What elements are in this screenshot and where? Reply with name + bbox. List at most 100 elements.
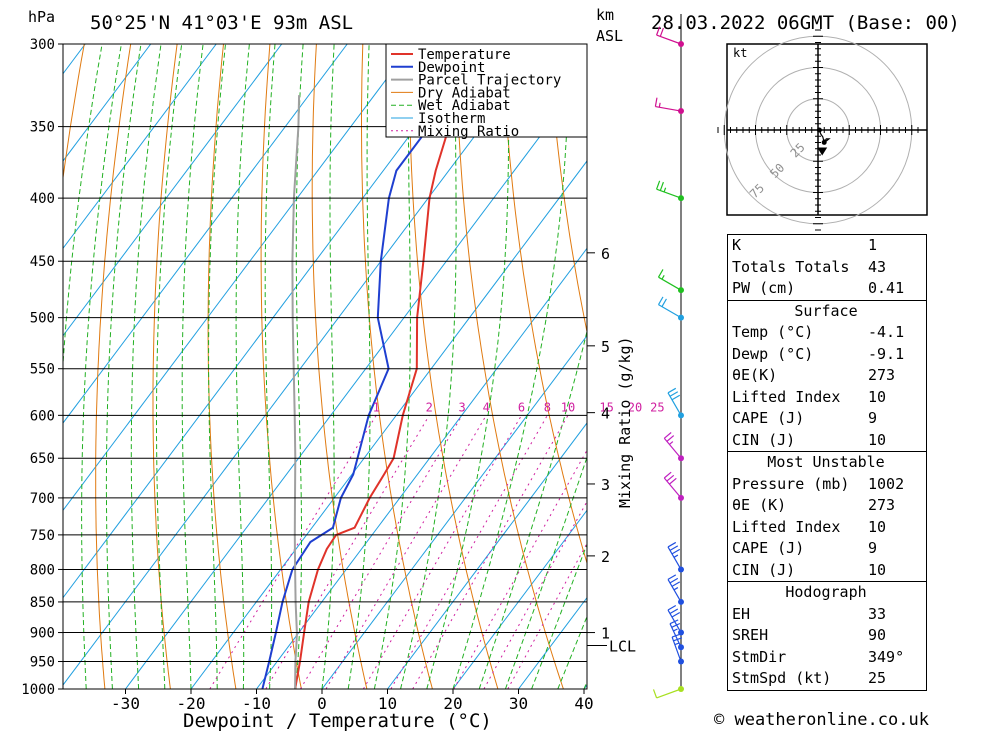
isotherm-line — [256, 247, 587, 689]
dry-adiabat-line — [548, 44, 587, 335]
wind-level-dot — [678, 195, 684, 202]
stat-label: Temp (°C) — [732, 323, 814, 341]
isotherm-line — [63, 44, 152, 162]
stat-row: θE(K) 273 — [728, 365, 926, 387]
stat-row: CIN (J) 10 — [728, 430, 926, 452]
legend-label: Wet Adiabat — [418, 98, 511, 114]
mixing-ratio-line — [390, 415, 548, 689]
stat-label: EH — [732, 604, 751, 623]
mixing-ratio-label: 25 — [650, 400, 664, 414]
isotherm-line — [0, 44, 20, 689]
isotherm-line — [63, 44, 545, 686]
dewpoint-line — [261, 44, 480, 689]
stat-value: 273 — [868, 366, 896, 384]
stat-row: StmDir 349° — [728, 647, 926, 669]
stat-value: 10 — [868, 517, 887, 536]
stat-label: θE(K) — [732, 366, 778, 384]
wind-level-dot — [678, 412, 684, 419]
mixing-ratio-label: 3 — [458, 400, 465, 414]
hodograph-end-dot — [821, 139, 827, 145]
wind-barb — [667, 574, 682, 603]
isotherm-line — [387, 422, 587, 689]
legend-label: Parcel Trajectory — [418, 73, 561, 89]
pressure-tick-label: 950 — [30, 655, 55, 671]
pressure-tick-label: 400 — [30, 191, 55, 207]
stat-value: 1002 — [868, 474, 905, 493]
wet-adiabat-line — [373, 44, 411, 689]
stat-label: StmSpd (kt) — [732, 669, 832, 687]
isotherm-line — [63, 44, 479, 599]
wet-adiabat-line — [235, 44, 250, 689]
wind-level-dot — [678, 314, 684, 321]
mixing-ratio-label: 8 — [544, 400, 551, 414]
stat-row: PW (cm) 0.41 — [728, 278, 926, 300]
mixing-ratio-label: 4 — [483, 400, 490, 414]
wet-adiabat-line — [156, 44, 183, 689]
stat-row: CAPE (J) 9 — [728, 408, 926, 430]
pressure-tick-label: 550 — [30, 362, 55, 378]
km-tick-label: 2 — [601, 548, 610, 566]
pressure-tick-label: 650 — [30, 451, 55, 467]
mixing-ratio-line — [362, 415, 522, 689]
stat-row: Pressure (mb) 1002 — [728, 474, 926, 496]
wet-adiabat-line — [504, 455, 587, 689]
mixing-ratio-label: 6 — [518, 400, 525, 414]
isotherm-line — [125, 72, 587, 689]
wind-level-dot — [678, 455, 684, 462]
stat-label: StmDir — [732, 647, 787, 666]
stat-row: Temp (°C) -4.1 — [728, 322, 926, 344]
copyright: © weatheronline.co.uk — [714, 710, 929, 730]
wind-level-dot — [678, 41, 684, 47]
wind-barb — [656, 26, 682, 45]
wet-adiabat-line — [347, 44, 371, 689]
parcel-trajectory-line — [291, 95, 301, 689]
wet-adiabat-line — [105, 44, 142, 689]
stat-row: Lifted Index 10 — [728, 517, 926, 539]
stat-value: 9 — [868, 539, 878, 557]
km-tick-label: 5 — [601, 338, 610, 356]
isotherm-line — [452, 509, 587, 689]
x-tick-label: 30 — [509, 694, 528, 713]
stat-value: 33 — [868, 604, 887, 623]
dry-adiabat-line — [207, 44, 237, 689]
pressure-tick-label: 350 — [30, 120, 55, 136]
wind-barb — [657, 269, 682, 291]
isotherm-line — [63, 44, 217, 250]
stat-label: CIN (J) — [732, 430, 796, 449]
wet-adiabat-line — [181, 44, 204, 689]
pressure-tick-label: 600 — [30, 408, 55, 424]
temperature-line — [294, 44, 480, 689]
mixing-ratio-line — [412, 415, 569, 689]
mixing-ratio-line — [265, 415, 430, 689]
stat-value: 0.41 — [868, 279, 905, 297]
stat-label: Lifted Index — [732, 387, 841, 406]
mixing-ratio-label: 10 — [561, 400, 575, 414]
stat-row: Lifted Index 10 — [728, 387, 926, 409]
wind-level-dot — [678, 566, 684, 573]
x-tick-label: 20 — [443, 694, 462, 713]
wind-level-dot — [678, 108, 684, 115]
legend-label: Dewpoint — [418, 60, 485, 76]
x-tick-label: 40 — [574, 694, 593, 713]
hodograph-start-dot — [816, 127, 822, 133]
dry-adiabat-line — [966, 44, 1000, 689]
stat-label: Totals Totals — [732, 257, 850, 276]
stat-label: CIN (J) — [732, 560, 796, 579]
stat-value: 10 — [868, 387, 887, 406]
stat-value: 10 — [868, 430, 887, 449]
stat-label: Pressure (mb) — [732, 474, 850, 493]
stat-label: CAPE (J) — [732, 409, 805, 427]
mixing-ratio-label: 2 — [426, 400, 433, 414]
wind-barb — [667, 387, 682, 416]
stat-label: CAPE (J) — [732, 539, 805, 557]
pressure-tick-label: 500 — [30, 311, 55, 327]
dry-adiabat-line — [501, 44, 587, 565]
wet-adiabat-line — [264, 44, 276, 689]
stat-row: SREH 90 — [728, 625, 926, 647]
stat-value: 10 — [868, 560, 887, 579]
stat-value: 1 — [868, 236, 878, 254]
mixing-ratio-label: 20 — [628, 400, 642, 414]
legend-label: Dry Adiabat — [418, 85, 511, 101]
indices-panel: K 1 Totals Totals 43 PW (cm) 0.41 Surface Tem… — [727, 234, 927, 691]
